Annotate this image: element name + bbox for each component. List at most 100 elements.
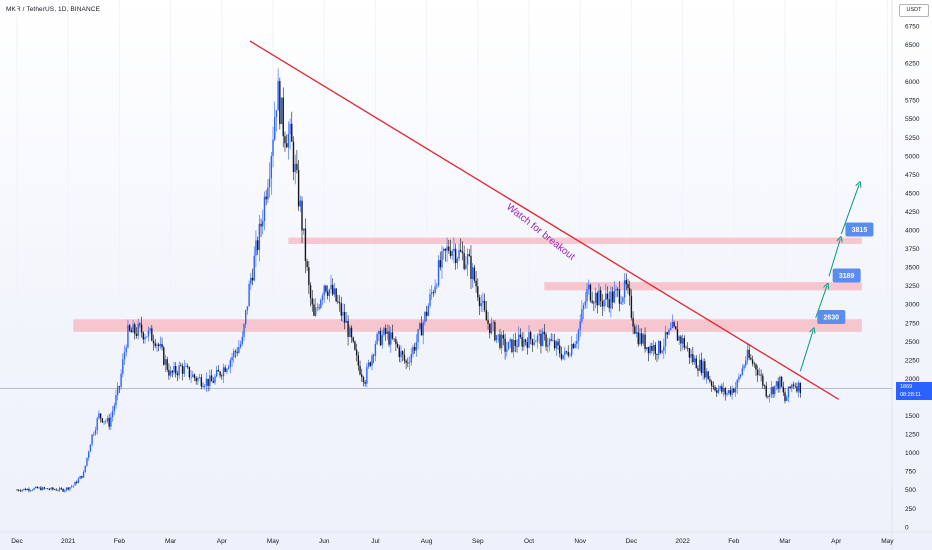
candle-body — [72, 485, 75, 487]
candle-body — [41, 487, 44, 491]
x-tick-label: Aug — [421, 538, 433, 545]
candle-body — [180, 365, 182, 366]
candle-body — [736, 379, 738, 388]
candle-body — [328, 289, 331, 296]
y-tick-label: 4250 — [905, 209, 920, 216]
candle-body — [695, 358, 697, 369]
candle-body — [297, 170, 300, 207]
candle-body — [262, 221, 264, 227]
candle-body — [784, 392, 786, 401]
candle-body — [94, 430, 97, 434]
candle-body — [76, 481, 78, 483]
candle-body — [156, 344, 158, 346]
candle-body — [18, 489, 20, 491]
candle-body — [169, 370, 172, 376]
candle-body — [669, 328, 672, 330]
candle-body — [560, 353, 563, 359]
candle-body — [596, 292, 598, 306]
x-tick-label: Jun — [319, 538, 330, 545]
candle-body — [424, 311, 426, 323]
candle-body — [301, 200, 303, 231]
candle-body — [163, 347, 165, 365]
x-tick-label: Feb — [114, 538, 126, 545]
candle-body — [750, 357, 752, 360]
y-tick-label: 750 — [905, 469, 916, 476]
candle-body — [494, 322, 496, 341]
candle-body — [497, 334, 499, 336]
candle-body — [277, 81, 279, 111]
candle-body — [441, 251, 443, 268]
candle-body — [786, 397, 788, 401]
y-tick-label: 6750 — [905, 23, 920, 30]
candle-body — [545, 334, 547, 347]
last-price-value: 1869 — [900, 384, 913, 390]
candle-body — [308, 267, 310, 286]
candle-body — [453, 248, 455, 252]
x-tick-label: Mar — [165, 538, 177, 545]
candle-body — [731, 388, 733, 395]
candle-body — [60, 488, 63, 489]
candle-body — [402, 351, 404, 355]
candle-body — [714, 387, 716, 391]
candle-body — [386, 331, 389, 334]
candle-body — [333, 288, 336, 295]
candle-body — [634, 326, 636, 334]
candle-body — [227, 367, 230, 369]
candle-body — [603, 300, 605, 307]
y-tick-label: 3750 — [905, 246, 920, 253]
candle-body — [241, 336, 243, 345]
candle-body — [523, 339, 525, 347]
candle-body — [774, 385, 776, 395]
y-tick-label: 2500 — [905, 339, 920, 346]
candle-body — [646, 347, 648, 350]
candle-body — [193, 374, 196, 378]
candle-body — [500, 334, 503, 348]
candle-body — [105, 421, 107, 422]
resistance-zone — [73, 319, 862, 332]
x-tick-label: Dec — [626, 538, 638, 545]
candle-body — [279, 81, 281, 124]
candle-body — [748, 349, 750, 358]
currency-button[interactable]: USDT — [899, 4, 929, 17]
candle-body — [499, 334, 501, 348]
candle-body — [233, 351, 235, 357]
y-tick-label: 3500 — [905, 265, 920, 272]
candle-body — [137, 323, 139, 337]
x-tick-label: May — [881, 538, 894, 545]
x-tick-label: May — [267, 538, 280, 545]
candle-body — [518, 334, 520, 347]
candle-body — [384, 328, 387, 334]
y-tick-label: 500 — [905, 487, 916, 494]
candle-body — [540, 333, 542, 347]
candle-body — [490, 323, 493, 334]
candle-body — [270, 156, 272, 179]
candle-body — [272, 139, 274, 157]
y-tick-label: 4000 — [905, 228, 920, 235]
candle-body — [671, 322, 674, 329]
candle-body — [519, 334, 522, 338]
candle-body — [135, 333, 138, 337]
candle-body — [606, 293, 609, 300]
candle-body — [127, 325, 129, 348]
candle-body — [775, 381, 778, 386]
candle-body — [111, 411, 114, 417]
candle-body — [96, 418, 98, 431]
candle-body — [586, 289, 588, 302]
candle-body — [681, 338, 684, 344]
candle-body — [417, 329, 419, 343]
level-label-box — [817, 310, 846, 325]
candle-body — [697, 368, 699, 371]
candle-body — [582, 305, 585, 310]
candle-body — [168, 369, 170, 376]
candle-body — [436, 285, 438, 287]
candle-body — [738, 376, 740, 380]
candle-body — [161, 343, 163, 348]
candle-body — [106, 418, 109, 422]
candle-body — [504, 338, 506, 352]
candle-body — [588, 284, 590, 290]
candle-body — [541, 331, 544, 347]
candle-body — [115, 395, 117, 406]
